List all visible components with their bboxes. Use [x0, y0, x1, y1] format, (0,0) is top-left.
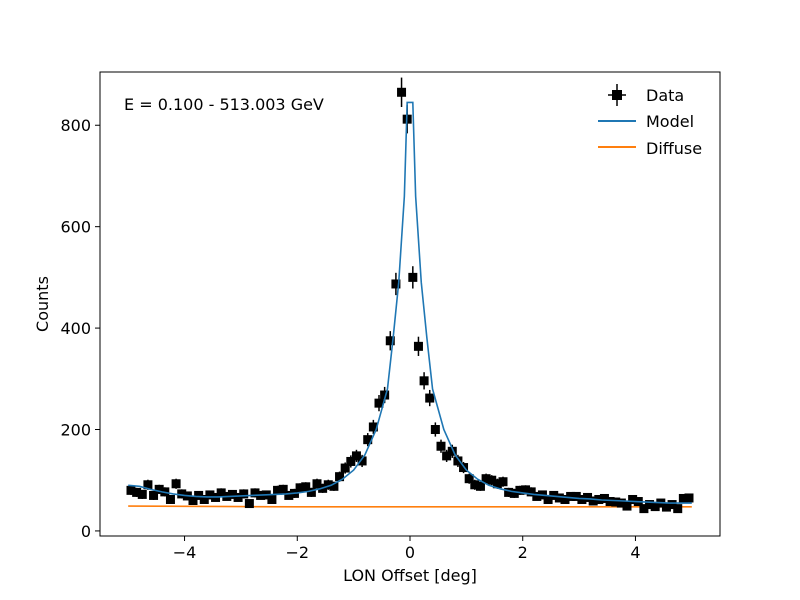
x-tick-label: −4 [173, 543, 197, 562]
model-line [128, 101, 692, 504]
data-point [475, 481, 485, 491]
data-point [425, 389, 435, 407]
x-tick-label: −2 [285, 543, 309, 562]
data-point [374, 395, 384, 412]
data-point [498, 476, 508, 487]
data-point [267, 494, 277, 504]
data-point [430, 422, 440, 437]
data-point [137, 489, 147, 499]
data-point [346, 455, 356, 468]
data-point [397, 77, 407, 107]
y-axis: 0 200 400 600 800 [60, 116, 100, 541]
data-point [363, 433, 373, 447]
data-point [673, 504, 683, 514]
data-point [526, 487, 536, 497]
data-point [351, 449, 361, 462]
data-point [278, 484, 288, 494]
data-point [419, 372, 429, 390]
data-point [622, 501, 632, 511]
y-tick-label: 600 [60, 218, 91, 237]
x-axis: −4 −2 0 2 4 [173, 536, 641, 562]
data-point [413, 336, 423, 356]
plot-area [126, 77, 694, 514]
y-tick-label: 800 [60, 116, 91, 135]
y-tick-label: 200 [60, 421, 91, 440]
data-point [368, 419, 378, 435]
data-point [188, 496, 198, 506]
legend: Data Model Diffuse [598, 84, 702, 158]
x-tick-label: 0 [405, 543, 415, 562]
y-tick-label: 400 [60, 319, 91, 338]
data-point [171, 478, 181, 489]
data-point [684, 493, 694, 503]
data-point [301, 482, 311, 492]
legend-data-marker [608, 84, 626, 106]
data-point [442, 449, 452, 462]
data-point [357, 454, 367, 468]
diffuse-line [128, 505, 692, 508]
x-axis-label: LON Offset [deg] [343, 566, 477, 585]
legend-label-data: Data [646, 86, 684, 105]
data-point [408, 266, 418, 289]
data-point [149, 490, 159, 500]
data-point [306, 487, 316, 497]
y-axis-label: Counts [33, 276, 52, 332]
energy-annotation: E = 0.100 - 513.003 GeV [124, 95, 324, 114]
data-point [340, 462, 350, 474]
data-point [165, 494, 175, 504]
data-point [464, 473, 474, 484]
data-point [239, 489, 249, 499]
data-point [244, 499, 254, 509]
data-point [312, 478, 322, 489]
y-tick-label: 0 [81, 522, 91, 541]
legend-label-model: Model [646, 112, 694, 131]
legend-label-diffuse: Diffuse [646, 139, 702, 158]
x-tick-label: 2 [518, 543, 528, 562]
data-point [436, 439, 446, 453]
x-tick-label: 4 [630, 543, 640, 562]
